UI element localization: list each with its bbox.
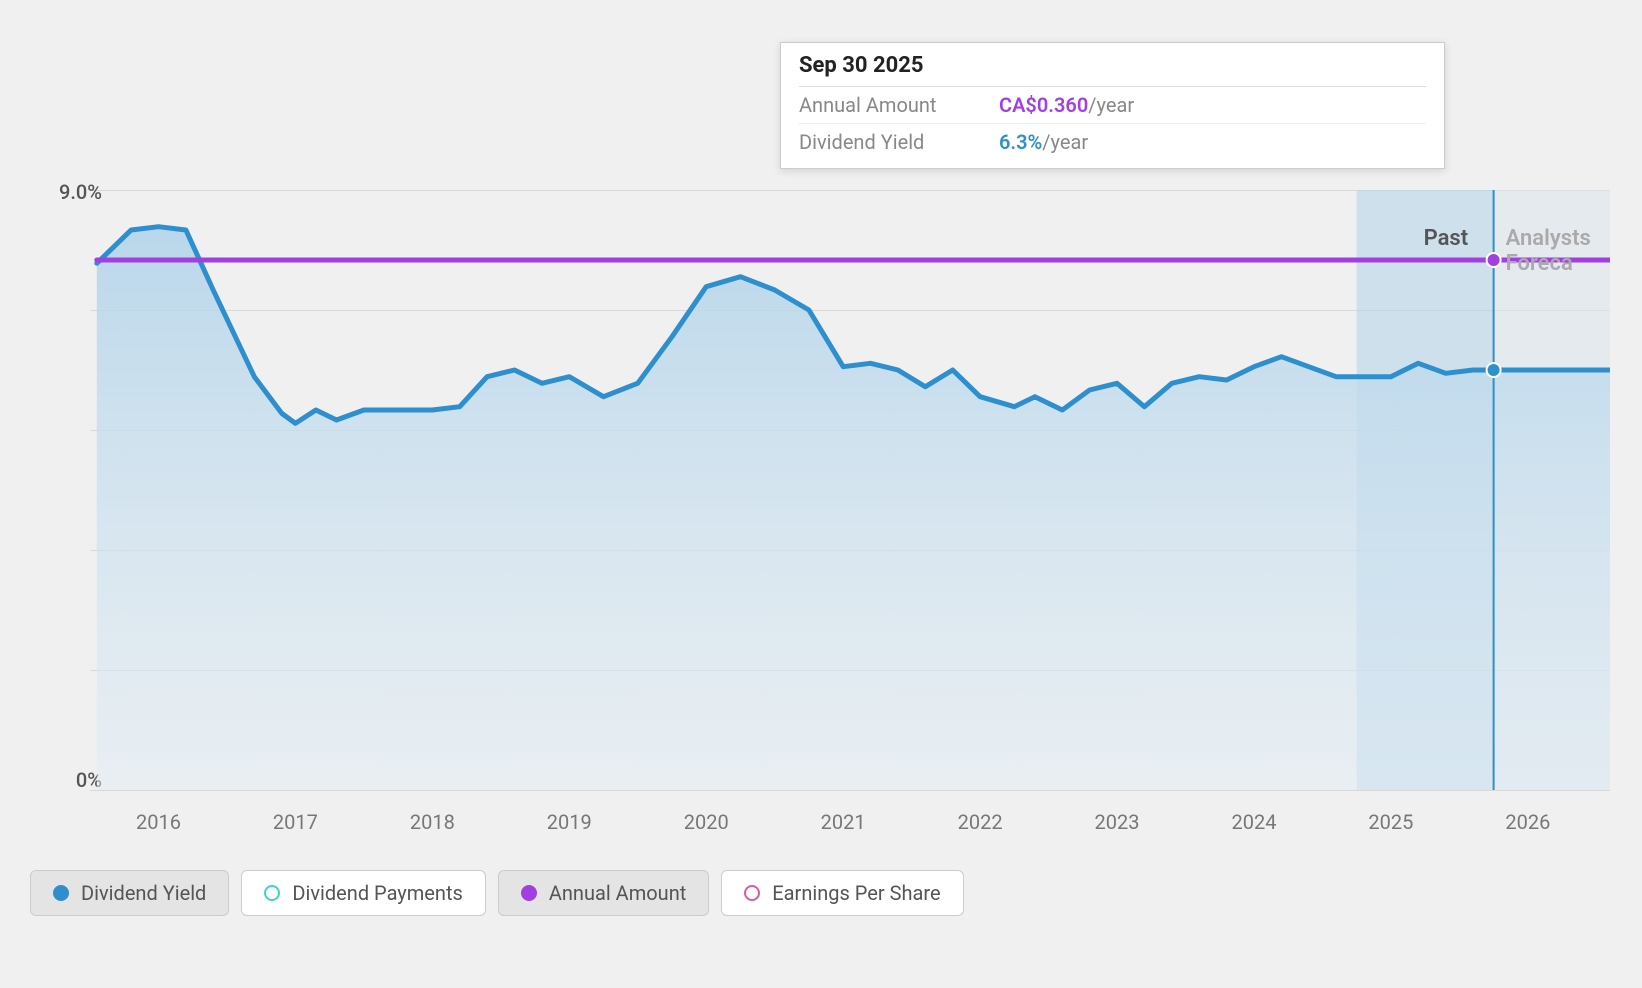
x-tick: 2026 — [1505, 810, 1550, 834]
legend-item-label: Dividend Yield — [81, 881, 206, 905]
legend-item-dividend-yield[interactable]: Dividend Yield — [30, 870, 229, 916]
chart-legend: Dividend Yield Dividend Payments Annual Am… — [30, 870, 964, 916]
x-tick: 2020 — [684, 810, 729, 834]
tooltip-row: Dividend Yield6.3%/year — [799, 124, 1426, 160]
tooltip-row-value: 6.3%/year — [999, 130, 1088, 154]
chart-tooltip: Sep 30 2025 Annual AmountCA$0.360/yearDi… — [780, 42, 1445, 169]
legend-marker-icon — [53, 885, 69, 901]
tooltip-row-label: Annual Amount — [799, 93, 999, 117]
x-tick: 2021 — [821, 810, 866, 834]
legend-item-label: Annual Amount — [549, 881, 686, 905]
legend-item-annual-amount[interactable]: Annual Amount — [498, 870, 709, 916]
x-tick: 2016 — [136, 810, 181, 834]
x-tick: 2023 — [1095, 810, 1140, 834]
dividend-yield-marker — [1487, 363, 1501, 377]
x-tick: 2019 — [547, 810, 592, 834]
tooltip-row-label: Dividend Yield — [799, 130, 999, 154]
tooltip-row-value: CA$0.360/year — [999, 93, 1134, 117]
tooltip-date: Sep 30 2025 — [799, 53, 1426, 87]
past-band-label: Past — [1424, 226, 1469, 251]
legend-item-label: Dividend Payments — [292, 881, 462, 905]
annual-amount-marker — [1487, 253, 1501, 267]
legend-item-label: Earnings Per Share — [772, 881, 940, 905]
x-axis: 2016 2017 2018 2019 2020 2021 2022 2023 2024 2025… — [90, 810, 1610, 840]
legend-marker-icon — [744, 885, 760, 901]
legend-marker-icon — [521, 885, 537, 901]
x-tick: 2025 — [1368, 810, 1413, 834]
x-tick: 2017 — [273, 810, 318, 834]
legend-item-earnings-per-share[interactable]: Earnings Per Share — [721, 870, 963, 916]
legend-marker-icon — [264, 885, 280, 901]
tooltip-row: Annual AmountCA$0.360/year — [799, 87, 1426, 124]
x-tick: 2018 — [410, 810, 455, 834]
grid-line — [90, 790, 1610, 791]
forecast-band-label: Analysts Foreca — [1506, 226, 1642, 276]
legend-item-dividend-payments[interactable]: Dividend Payments — [241, 870, 485, 916]
chart-plot — [90, 190, 1610, 790]
x-tick: 2024 — [1231, 810, 1276, 834]
x-tick: 2022 — [958, 810, 1003, 834]
